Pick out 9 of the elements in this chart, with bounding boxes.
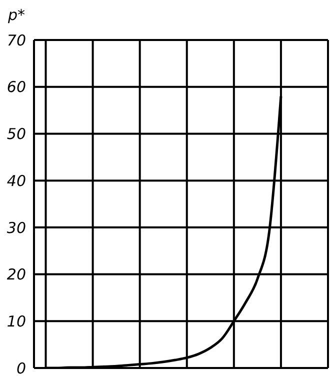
y-tick-label: 60 xyxy=(6,78,26,96)
y-tick-label: 10 xyxy=(6,312,26,330)
y-tick-label: 20 xyxy=(6,266,26,284)
y-axis-title: p* xyxy=(8,6,26,24)
y-tick-label: 30 xyxy=(6,218,26,237)
y-tick-label: 40 xyxy=(6,172,26,190)
y-tick-label: 0 xyxy=(16,359,26,378)
y-tick-label: 50 xyxy=(6,125,26,144)
y-tick-label: 70 xyxy=(6,31,26,50)
